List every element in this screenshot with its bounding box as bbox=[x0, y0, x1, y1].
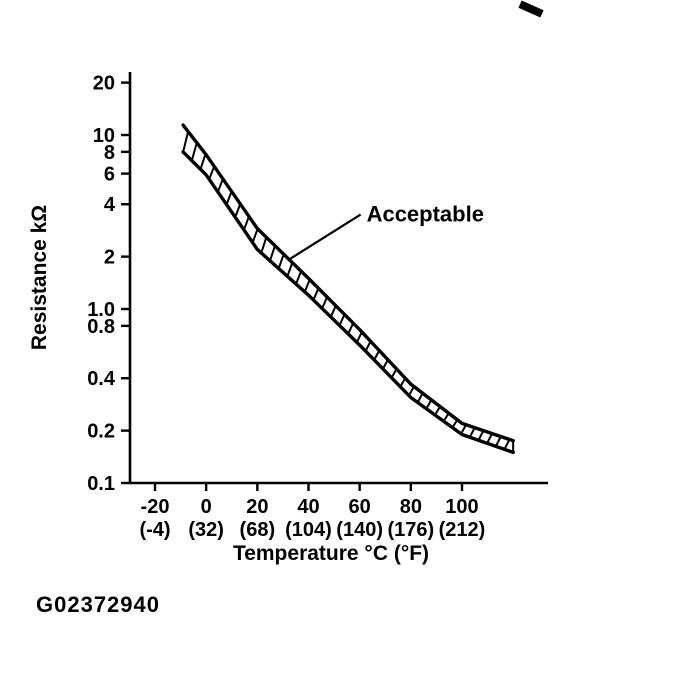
acceptable-band-hatch bbox=[503, 439, 511, 450]
acceptable-leader-line bbox=[290, 213, 362, 260]
acceptable-band-hatch bbox=[260, 236, 268, 254]
acceptable-band-hatch bbox=[303, 279, 311, 293]
acceptable-band-hatch bbox=[199, 153, 207, 170]
y-axis-tick-label: 1.0 bbox=[87, 299, 115, 321]
x-axis-tick-label-celsius: 60 bbox=[349, 496, 371, 518]
acceptable-band-hatch bbox=[486, 433, 493, 444]
x-axis-tick-label-celsius: 20 bbox=[246, 496, 268, 518]
x-axis-tick-label-celsius: -20 bbox=[141, 496, 170, 518]
y-axis-tick-label: 10 bbox=[93, 125, 115, 147]
x-axis-tick-label-fahrenheit: (68) bbox=[240, 519, 276, 541]
acceptable-band-hatch bbox=[242, 216, 250, 231]
acceptable-band-hatch bbox=[225, 191, 233, 205]
acceptable-band-hatch bbox=[416, 392, 424, 403]
y-axis-tick-label: 2 bbox=[104, 247, 115, 269]
acceptable-band-hatch bbox=[364, 340, 372, 352]
acceptable-band-hatch bbox=[269, 245, 276, 262]
acceptable-band-hatch bbox=[460, 424, 467, 435]
x-axis-tick-label-fahrenheit: (212) bbox=[439, 519, 486, 541]
y-axis-tick-label: 4 bbox=[104, 194, 116, 216]
acceptable-band-hatch bbox=[494, 436, 502, 447]
acceptable-label: Acceptable bbox=[367, 202, 484, 227]
acceptable-band-hatch bbox=[286, 262, 294, 277]
acceptable-band-hatch bbox=[477, 430, 485, 441]
acceptable-band-hatch bbox=[355, 331, 363, 343]
y-axis-title: Resistance kΩ bbox=[28, 205, 51, 350]
figure-caption: G02372940 bbox=[36, 592, 160, 617]
upper-limit-curve bbox=[181, 123, 515, 443]
acceptable-band-hatch bbox=[216, 178, 224, 193]
acceptable-band-hatch bbox=[321, 296, 329, 309]
acceptable-band-hatch bbox=[347, 322, 355, 335]
x-axis-tick-label-fahrenheit: (-4) bbox=[139, 519, 170, 541]
acceptable-band-hatch bbox=[277, 253, 285, 269]
y-axis-tick-label: 0.4 bbox=[87, 368, 116, 390]
x-axis-title: Temperature °C (°F) bbox=[233, 542, 429, 565]
acceptable-band-hatch bbox=[338, 314, 346, 326]
lower-limit-curve bbox=[181, 150, 515, 455]
y-axis-tick-label: 0.1 bbox=[87, 473, 115, 495]
acceptable-band-hatch bbox=[329, 305, 337, 318]
acceptable-band-hatch bbox=[295, 270, 302, 285]
y-axis-tick-label: 0.8 bbox=[87, 316, 115, 338]
acceptable-band-hatch bbox=[234, 203, 242, 218]
x-axis-tick-label-fahrenheit: (140) bbox=[336, 519, 383, 541]
acceptable-band-hatch bbox=[182, 131, 190, 153]
acceptable-band-hatch bbox=[468, 427, 476, 438]
y-axis-tick-label: 6 bbox=[104, 164, 115, 186]
x-axis-tick-label-fahrenheit: (32) bbox=[188, 519, 224, 541]
x-axis-tick-label-fahrenheit: (176) bbox=[387, 519, 434, 541]
y-axis-tick-label: 20 bbox=[93, 73, 115, 95]
x-axis-tick-label-celsius: 0 bbox=[201, 496, 212, 518]
acceptable-band-hatch bbox=[190, 142, 198, 161]
acceptable-band-hatch bbox=[312, 287, 320, 301]
x-axis-tick-label-celsius: 100 bbox=[445, 496, 478, 518]
y-axis-tick-label: 8 bbox=[104, 142, 115, 164]
y-axis-tick-label: 0.2 bbox=[87, 421, 115, 443]
acceptable-band-hatch bbox=[208, 165, 216, 180]
x-axis-tick-label-celsius: 80 bbox=[400, 496, 422, 518]
resistance-temperature-chart: 201086421.00.80.40.20.1-20(-4)0(32)20(68… bbox=[28, 72, 548, 565]
acceptable-band-hatch bbox=[251, 228, 259, 243]
x-axis-tick-label-celsius: 40 bbox=[297, 496, 319, 518]
x-axis-tick-label-fahrenheit: (104) bbox=[285, 519, 332, 541]
